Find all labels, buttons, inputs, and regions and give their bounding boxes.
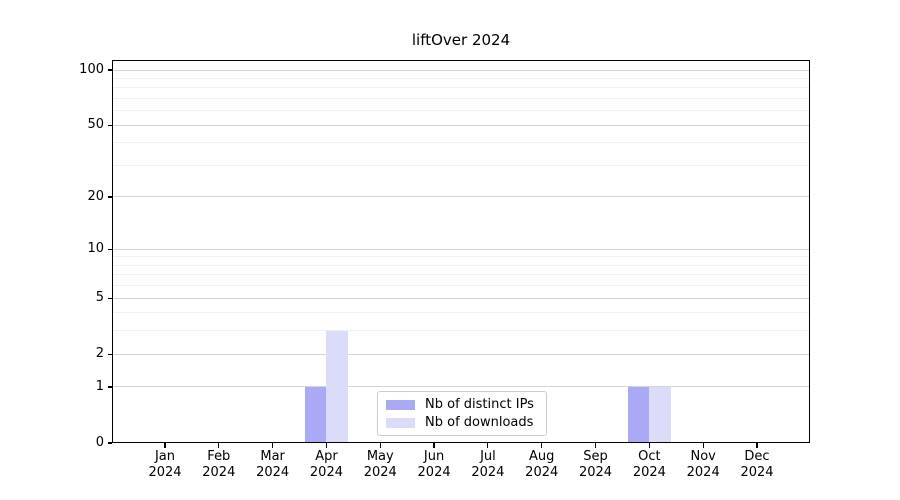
y-axis-tick bbox=[108, 353, 112, 355]
y-axis-tick bbox=[108, 124, 112, 126]
x-axis-tick bbox=[487, 443, 489, 448]
gridline-minor bbox=[112, 256, 810, 258]
legend: Nb of distinct IPs Nb of downloads bbox=[377, 391, 547, 436]
legend-item-downloads: Nb of downloads bbox=[386, 415, 538, 430]
gridline-minor bbox=[112, 142, 810, 144]
y-axis-tick bbox=[108, 248, 112, 250]
gridline-minor bbox=[112, 285, 810, 287]
x-axis-tick bbox=[756, 443, 758, 448]
legend-label-downloads: Nb of downloads bbox=[425, 415, 534, 430]
x-tick-label: Nov 2024 bbox=[686, 449, 720, 480]
y-tick-label: 5 bbox=[95, 290, 104, 306]
gridline-minor bbox=[112, 110, 810, 112]
legend-label-distinct-ips: Nb of distinct IPs bbox=[425, 397, 534, 412]
y-tick-label: 0 bbox=[95, 435, 104, 450]
y-tick-label: 100 bbox=[79, 62, 104, 77]
y-tick-label: 1 bbox=[95, 378, 104, 394]
y-tick-label: 10 bbox=[87, 241, 104, 257]
gridline-major bbox=[112, 386, 810, 388]
y-tick-label: 50 bbox=[87, 117, 104, 133]
gridline-minor bbox=[112, 264, 810, 266]
gridline-minor bbox=[112, 274, 810, 276]
gridline-major bbox=[112, 248, 810, 250]
gridline-major bbox=[112, 124, 810, 126]
x-axis-tick bbox=[325, 443, 328, 448]
gridline-minor bbox=[112, 330, 810, 332]
x-tick-label: Jun 2024 bbox=[417, 449, 451, 480]
x-axis-tick bbox=[272, 443, 274, 448]
x-tick-label: Jul 2024 bbox=[471, 449, 505, 480]
y-axis-tick bbox=[108, 196, 112, 198]
gridline-major bbox=[112, 196, 810, 198]
x-tick-label: Dec 2024 bbox=[740, 449, 774, 480]
x-axis-tick bbox=[164, 443, 166, 448]
x-tick-label: Apr 2024 bbox=[309, 449, 343, 480]
x-axis-tick bbox=[702, 443, 704, 448]
x-tick-label: Aug 2024 bbox=[525, 449, 559, 480]
gridline-minor bbox=[112, 87, 810, 89]
x-axis-tick bbox=[594, 443, 597, 448]
x-axis-tick bbox=[218, 443, 220, 448]
chart-title: liftOver 2024 bbox=[411, 31, 511, 49]
bar-nb-of-downloads-oct-2024 bbox=[649, 386, 671, 443]
y-tick-label: 20 bbox=[87, 188, 104, 204]
x-axis-tick bbox=[433, 443, 435, 448]
x-tick-label: Jan 2024 bbox=[148, 449, 182, 480]
y-axis-tick bbox=[108, 69, 112, 71]
gridline-major bbox=[112, 69, 810, 71]
gridline-minor bbox=[112, 312, 810, 314]
y-axis-tick bbox=[108, 442, 112, 444]
gridline-major bbox=[112, 353, 810, 355]
y-axis-tick bbox=[108, 297, 112, 299]
x-axis-tick bbox=[379, 443, 381, 448]
x-tick-label: Feb 2024 bbox=[202, 449, 236, 480]
legend-item-distinct-ips: Nb of distinct IPs bbox=[386, 397, 538, 412]
gridline-minor bbox=[112, 77, 810, 79]
x-tick-label: Oct 2024 bbox=[632, 449, 666, 480]
x-tick-label: Sep 2024 bbox=[578, 449, 613, 480]
x-tick-label: May 2024 bbox=[363, 449, 397, 480]
bar-nb-of-distinct-ips-apr-2024 bbox=[304, 386, 327, 443]
x-axis-tick bbox=[648, 443, 650, 448]
bar-nb-of-distinct-ips-oct-2024 bbox=[627, 386, 650, 443]
bar-nb-of-downloads-apr-2024 bbox=[326, 330, 348, 443]
gridline-minor bbox=[112, 97, 810, 99]
legend-swatch-downloads bbox=[386, 417, 415, 428]
gridline-minor bbox=[112, 164, 810, 166]
y-tick-label: 2 bbox=[95, 346, 104, 362]
gridline-major bbox=[112, 297, 810, 299]
x-tick-label: Mar 2024 bbox=[256, 449, 290, 480]
y-axis-tick bbox=[108, 386, 112, 388]
x-axis-tick bbox=[541, 443, 543, 448]
legend-swatch-distinct-ips bbox=[386, 399, 415, 410]
